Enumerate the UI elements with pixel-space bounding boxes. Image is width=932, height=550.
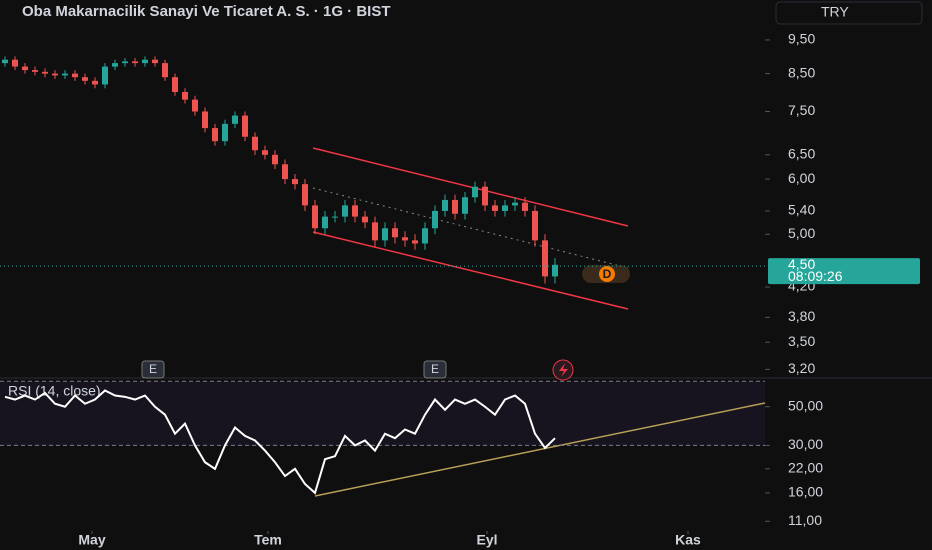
- candle-body: [472, 186, 478, 198]
- candle-body: [212, 128, 218, 142]
- y-tick-label: 3,50: [788, 333, 815, 349]
- candle-body: [412, 240, 418, 244]
- y-tick-label: 6,50: [788, 146, 815, 162]
- x-tick-label: Eyl: [476, 532, 497, 548]
- candle-body: [512, 202, 518, 206]
- candle-body: [112, 63, 118, 67]
- channel-lower: [312, 231, 629, 310]
- y-tick-label: 11,00: [788, 512, 822, 528]
- earnings-marker[interactable]: [141, 360, 165, 379]
- candle-body: [552, 264, 558, 277]
- candle-body: [152, 59, 158, 64]
- candle-body: [342, 205, 348, 217]
- y-tick-label: 5,00: [788, 225, 815, 241]
- candle-body: [302, 184, 308, 206]
- earnings-label: E: [149, 362, 157, 376]
- candle-body: [492, 205, 498, 211]
- last-price-box: [768, 258, 920, 285]
- y-tick-label: 22,00: [788, 460, 823, 476]
- candle-body: [382, 228, 388, 241]
- y-tick-label: 30,00: [788, 436, 823, 452]
- candle-body: [332, 216, 338, 218]
- candle-body: [252, 136, 258, 151]
- candle-body: [102, 66, 108, 85]
- candle-body: [352, 205, 358, 217]
- candle-body: [62, 73, 68, 76]
- currency-label: TRY: [821, 4, 849, 20]
- candle-body: [432, 210, 438, 229]
- x-tick-label: Tem: [254, 532, 282, 548]
- channel-middle: [312, 187, 629, 269]
- candle-body: [542, 240, 548, 277]
- currency-button[interactable]: [775, 1, 923, 25]
- rsi-title: RSI (14, close): [8, 383, 101, 399]
- candle-body: [202, 111, 208, 129]
- candle-body: [162, 63, 168, 78]
- y-tick-label: 16,00: [788, 484, 823, 500]
- candle-body: [522, 202, 528, 211]
- candle-body: [32, 70, 38, 72]
- earnings-label: E: [431, 362, 439, 376]
- candle-body: [132, 61, 138, 64]
- x-tick-label: May: [78, 532, 105, 548]
- lightning-icon: [559, 363, 568, 377]
- candle-body: [272, 154, 278, 165]
- candle-body: [232, 115, 238, 124]
- candle-body: [262, 150, 268, 155]
- y-tick-label: 6,00: [788, 170, 815, 186]
- y-tick-label: 5,40: [788, 202, 815, 218]
- candle-body: [142, 59, 148, 64]
- candle-body: [462, 197, 468, 214]
- candle-body: [122, 61, 128, 64]
- dividend-circle: [599, 266, 615, 282]
- candle-body: [312, 205, 318, 229]
- last-price-label: 4,50: [788, 256, 815, 272]
- candle-body: [2, 59, 8, 64]
- candle-body: [192, 99, 198, 112]
- candle-body: [182, 91, 188, 100]
- candle-body: [42, 71, 48, 74]
- candle-body: [12, 59, 18, 67]
- candle-body: [292, 179, 298, 185]
- candle-body: [242, 115, 248, 137]
- candle-body: [282, 164, 288, 180]
- candle-body: [532, 210, 538, 241]
- candle-body: [392, 228, 398, 238]
- y-tick-label: 9,50: [788, 31, 815, 47]
- candle-body: [222, 123, 228, 142]
- candle-body: [482, 186, 488, 206]
- candle-body: [452, 199, 458, 214]
- candle-body: [172, 77, 178, 92]
- candle-body: [402, 237, 408, 241]
- y-tick-label: 3,20: [788, 360, 815, 376]
- earnings-marker[interactable]: [423, 360, 447, 379]
- candle-body: [22, 66, 28, 71]
- candle-body: [52, 73, 58, 76]
- rsi-band-fill: [0, 381, 765, 446]
- candle-body: [502, 205, 508, 211]
- y-tick-label: 7,50: [788, 102, 815, 118]
- candle-body: [322, 216, 328, 229]
- channel-upper: [312, 147, 629, 227]
- symbol-title: Oba Makarnacilik Sanayi Ve Ticaret A. S.…: [22, 3, 390, 20]
- rsi-line: [4, 389, 556, 495]
- candle-body: [72, 73, 78, 78]
- candle-body: [92, 80, 98, 85]
- y-tick-label: 8,50: [788, 64, 815, 80]
- candle-body: [82, 77, 88, 81]
- x-tick-label: Kas: [675, 532, 701, 548]
- candle-body: [362, 216, 368, 223]
- dividend-label: D: [603, 267, 612, 281]
- candle-body: [422, 228, 428, 244]
- candle-body: [442, 199, 448, 211]
- countdown-label: 08:09:26: [788, 268, 843, 284]
- y-tick-label: 3,80: [788, 308, 815, 324]
- y-tick-label: 50,00: [788, 397, 823, 413]
- candle-body: [372, 222, 378, 241]
- rsi-trendline: [314, 402, 766, 497]
